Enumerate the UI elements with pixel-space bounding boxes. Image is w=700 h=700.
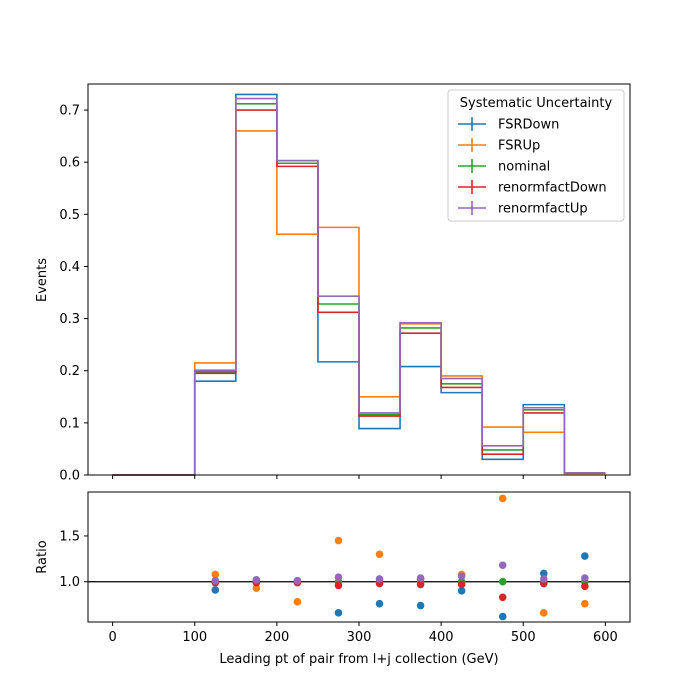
- ratio-point-FSRUp: [539, 609, 548, 617]
- ratio-point-FSRDown: [375, 599, 384, 608]
- ratio-x-tick-label: 600: [593, 630, 618, 645]
- legend-label: renormfactDown: [498, 181, 607, 196]
- legend-entries: FSRDown FSRUp nominal renormfactDown renormf…: [458, 117, 607, 217]
- ratio-point-FSRDown: [498, 612, 507, 621]
- main-y-tick-label: 0.3: [59, 312, 80, 327]
- ratio-point-FSRDown: [416, 601, 425, 610]
- ratio-x-tick-label: 100: [182, 630, 207, 645]
- legend-entry-FSRDown[interactable]: FSRDown: [458, 117, 559, 133]
- legend-box: [447, 89, 625, 222]
- ratio-x-tick-label: 300: [347, 630, 372, 645]
- legend-label: FSRDown: [498, 118, 559, 133]
- main-y-tick-label: 0.7: [59, 104, 80, 119]
- ratio-point-FSRDown: [539, 569, 548, 578]
- ratio-point-renormfactUp: [416, 574, 425, 582]
- ratio-point-FSRUp: [334, 536, 343, 545]
- ratio-point-renormfactUp: [498, 561, 507, 570]
- ratio-point-FSRUp: [498, 494, 507, 503]
- ratio-point-FSRUp: [252, 584, 261, 592]
- legend-label: FSRUp: [498, 139, 540, 154]
- ratio-x-tick-label: 0: [108, 630, 116, 645]
- ratio-point-renormfactDown: [498, 593, 507, 602]
- main-y-tick-label: 0.5: [59, 208, 80, 223]
- main-x-ticks: [112, 475, 606, 479]
- ratio-x-tick-label: 400: [429, 630, 454, 645]
- ratio-y-axis-label: Ratio: [35, 540, 50, 573]
- ratio-point-renormfactUp: [252, 576, 261, 584]
- ratio-x-tick-label: 200: [264, 630, 289, 645]
- main-y-tick-label: 0.4: [59, 260, 80, 275]
- ratio-point-nominal: [498, 577, 507, 586]
- legend-entry-renormfactUp[interactable]: renormfactUp: [458, 201, 588, 217]
- legend-label: renormfactUp: [498, 202, 588, 217]
- ratio-point-renormfactUp: [581, 574, 589, 582]
- ratio-point-FSRDown: [211, 586, 220, 594]
- ratio-point-renormfactDown: [334, 581, 343, 590]
- histogram-step-renormfactUp: [112, 97, 606, 476]
- ratio-point-renormfactUp: [211, 577, 220, 585]
- legend-entry-renormfactDown[interactable]: renormfactDown: [458, 180, 607, 196]
- legend-title: Systematic Uncertainty: [460, 96, 613, 111]
- ratio-point-FSRUp: [293, 598, 302, 606]
- main-y-tick-label: 0.0: [59, 469, 80, 484]
- legend-entry-nominal[interactable]: nominal: [458, 159, 550, 175]
- ratio-x-ticks: 0 100 200 300 400 500 600: [108, 622, 618, 645]
- ratio-x-axis-label: Leading pt of pair from l+j collection (…: [219, 652, 498, 667]
- ratio-point-FSRDown: [457, 587, 466, 595]
- ratio-y-ticks: 1.0 1.5: [59, 529, 88, 590]
- ratio-point-renormfactUp: [457, 572, 466, 581]
- ratio-point-renormfactDown: [457, 580, 466, 589]
- ratio-point-renormfactDown: [581, 582, 589, 591]
- ratio-panel: 0 100 200 300 400 500 600 1.0 1.5 Ratio Leading…: [35, 491, 631, 667]
- ratio-point-renormfactUp: [539, 575, 548, 583]
- ratio-point-renormfactUp: [375, 575, 384, 583]
- main-y-tick-label: 0.1: [59, 416, 80, 431]
- legend[interactable]: Systematic Uncertainty FSRDown FSRUp nomin…: [447, 89, 625, 222]
- legend-entry-FSRUp[interactable]: FSRUp: [458, 138, 540, 154]
- main-y-ticks: 0.0 0.1 0.2 0.3 0.4 0.5 0.6 0.7: [59, 104, 88, 484]
- ratio-point-FSRDown: [581, 552, 589, 560]
- ratio-point-renormfactDown: [416, 580, 425, 589]
- ratio-point-FSRDown: [334, 609, 343, 617]
- main-series-group: [112, 93, 606, 476]
- ratio-point-FSRUp: [211, 570, 220, 579]
- ratio-point-renormfactUp: [334, 573, 343, 581]
- main-y-tick-label: 0.2: [59, 364, 80, 379]
- main-histogram-panel: 0.0 0.1 0.2 0.3 0.4 0.5 0.6 0.7 Events Systemat…: [35, 83, 631, 484]
- ratio-x-tick-label: 500: [511, 630, 536, 645]
- ratio-y-tick-label: 1.0: [59, 575, 80, 590]
- ratio-y-tick-label: 1.5: [59, 529, 80, 544]
- ratio-series-group: [211, 494, 589, 621]
- main-y-axis-label: Events: [35, 258, 50, 302]
- ratio-point-renormfactUp: [293, 577, 302, 585]
- main-y-tick-label: 0.6: [59, 156, 80, 171]
- ratio-point-FSRUp: [581, 599, 589, 608]
- legend-label: nominal: [498, 160, 550, 175]
- ratio-point-FSRUp: [375, 550, 384, 559]
